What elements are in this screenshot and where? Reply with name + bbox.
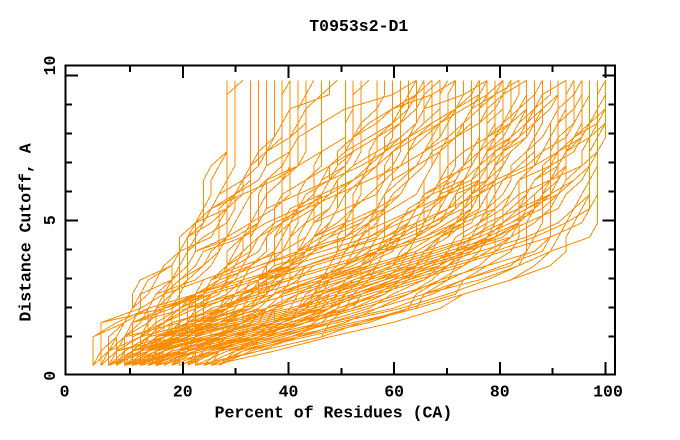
svg-text:100: 100 [593,382,623,401]
svg-text:T0953s2-D1: T0953s2-D1 [309,17,408,36]
svg-text:10: 10 [41,56,60,76]
svg-text:5: 5 [41,215,60,225]
svg-text:80: 80 [490,382,510,401]
svg-text:Distance Cutoff, A: Distance Cutoff, A [16,143,35,321]
svg-text:60: 60 [384,382,404,401]
svg-text:20: 20 [173,382,193,401]
svg-text:40: 40 [279,382,299,401]
svg-text:0: 0 [60,382,70,401]
svg-text:Percent of Residues (CA): Percent of Residues (CA) [215,404,453,423]
svg-text:0: 0 [41,371,60,381]
